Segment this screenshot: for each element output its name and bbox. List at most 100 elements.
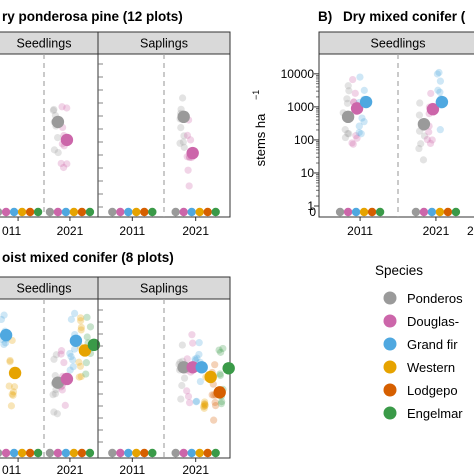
zero-point — [140, 207, 149, 217]
facet-label: Seedlings — [17, 282, 72, 296]
zero-point — [116, 448, 125, 458]
zero-point — [132, 448, 141, 458]
x-tick-label: 2021 — [182, 224, 209, 238]
background-point — [415, 111, 424, 119]
mean-point — [426, 103, 440, 116]
legend-marker — [383, 383, 397, 397]
background-point — [50, 408, 58, 416]
x-tick-label: 2011 — [347, 224, 373, 238]
background-point — [217, 400, 225, 408]
background-point — [215, 346, 223, 354]
background-point — [177, 395, 185, 403]
zero-point — [335, 207, 345, 217]
background-point — [344, 82, 352, 90]
legend-label: Western — [407, 360, 455, 375]
background-point — [8, 390, 16, 398]
background-point — [63, 160, 71, 168]
background-point — [83, 333, 91, 341]
background-point — [360, 86, 368, 94]
zero-point — [1, 448, 11, 458]
background-point — [355, 122, 363, 130]
x-tick-label: 2021 — [57, 224, 84, 238]
background-point — [218, 398, 226, 406]
y-tick-label: 10 — [301, 166, 315, 180]
zero-point — [148, 207, 157, 217]
background-point — [357, 130, 365, 138]
zero-point — [45, 448, 55, 458]
background-point — [436, 126, 444, 134]
mean-point — [0, 328, 13, 342]
zero-point — [375, 207, 385, 217]
x-tick-label: 2011 — [119, 463, 145, 474]
background-point — [216, 370, 224, 378]
zero-point — [1, 207, 11, 217]
background-point — [61, 401, 69, 409]
facet-label: Saplings — [140, 282, 188, 296]
background-point — [67, 353, 75, 361]
background-point — [201, 402, 209, 410]
mean-point — [186, 146, 199, 160]
background-point — [352, 132, 360, 140]
background-point — [7, 402, 16, 410]
background-point — [0, 311, 8, 319]
legend-marker — [383, 314, 397, 328]
background-point — [419, 156, 428, 164]
y-tick-label: 100 — [294, 133, 314, 147]
background-point — [345, 130, 353, 138]
background-point — [348, 139, 356, 147]
zero-point — [195, 448, 204, 458]
background-point — [415, 144, 423, 153]
zero-point — [85, 207, 95, 217]
zero-point — [148, 448, 157, 458]
mean-point — [195, 361, 208, 374]
mean-point — [350, 102, 364, 115]
zero-point — [53, 448, 63, 458]
background-point — [216, 371, 224, 380]
background-point — [63, 104, 71, 112]
background-point — [201, 401, 209, 409]
background-point — [59, 163, 68, 172]
zero-point — [435, 207, 445, 217]
zero-point — [419, 207, 429, 217]
legend-label: Grand fir — [407, 337, 458, 352]
background-point — [219, 344, 227, 353]
background-point — [180, 132, 188, 140]
zero-point — [179, 207, 188, 217]
background-point — [358, 114, 366, 122]
background-point — [9, 388, 18, 396]
background-point — [211, 398, 219, 407]
background-point — [195, 350, 203, 359]
background-point — [201, 400, 209, 408]
x-tick-label: 2021 — [57, 463, 84, 474]
zero-point — [211, 207, 220, 217]
background-point — [353, 134, 361, 142]
background-point — [177, 123, 185, 132]
zero-point — [203, 207, 212, 217]
legend-marker — [383, 360, 397, 374]
background-point — [192, 397, 201, 405]
background-point — [433, 70, 442, 78]
background-point — [76, 362, 85, 370]
background-point — [193, 354, 201, 362]
zero-point — [343, 207, 353, 217]
background-point — [70, 345, 79, 353]
background-point — [344, 129, 352, 138]
background-point — [77, 317, 85, 325]
zero-point — [61, 448, 71, 458]
zero-point — [203, 448, 212, 458]
mean-point — [417, 117, 431, 131]
background-point — [216, 348, 225, 356]
mean-point — [435, 95, 449, 109]
zero-point — [124, 207, 133, 217]
background-point — [349, 75, 357, 84]
background-point — [0, 340, 8, 348]
zero-point — [108, 207, 117, 217]
background-point — [436, 88, 444, 96]
facet-label: Seedlings — [17, 37, 72, 51]
zero-point — [69, 207, 79, 217]
background-point — [196, 377, 204, 386]
background-point — [420, 132, 429, 140]
background-point — [6, 358, 14, 366]
background-point — [9, 391, 17, 399]
